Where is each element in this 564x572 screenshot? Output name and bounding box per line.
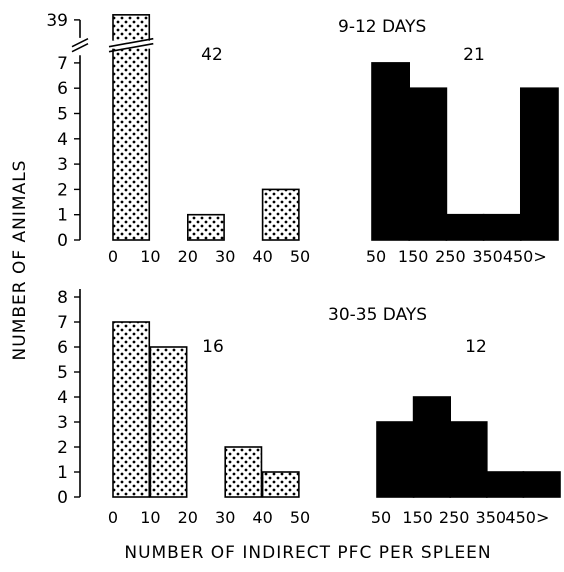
y-tick-label: 5 <box>57 105 68 125</box>
count-label: 42 <box>201 45 223 65</box>
y-tick-label: 6 <box>57 338 68 358</box>
y-axis-label: NUMBER OF ANIMALS <box>10 160 30 361</box>
y-tick-label: 4 <box>57 130 68 150</box>
y-tick-label: 3 <box>57 155 68 175</box>
y-tick-label: 4 <box>57 388 68 408</box>
x-tick-label: 30 <box>215 508 235 527</box>
x-tick-label: 150 <box>402 508 433 527</box>
bar <box>412 396 452 498</box>
x-tick-label: 0 <box>108 508 118 527</box>
axis-break-mark <box>71 42 89 53</box>
bar <box>261 188 300 241</box>
x-tick-label: 250 <box>439 508 470 527</box>
bar <box>445 213 485 241</box>
x-tick-label: 50 <box>366 247 386 266</box>
bar <box>376 421 415 498</box>
bar <box>112 14 151 241</box>
x-tick-label: 40 <box>252 508 272 527</box>
count-label: 12 <box>465 337 487 357</box>
x-tick-label: 50 <box>290 247 310 266</box>
y-tick-label: 0 <box>57 231 68 251</box>
y-tick-label: 1 <box>57 206 68 226</box>
y-tick-label: 6 <box>57 79 68 99</box>
y-tick-label: 7 <box>57 54 68 74</box>
y-tick-label: 0 <box>57 488 68 508</box>
x-tick-label: 20 <box>178 508 198 527</box>
count-label: 16 <box>202 337 224 357</box>
bar-break-mark <box>108 42 154 53</box>
x-tick-label: 50 <box>371 508 391 527</box>
bar <box>449 421 488 498</box>
x-tick-label: 150 <box>398 247 429 266</box>
y-tick-label: 39 <box>46 11 68 31</box>
y-tick-label: 8 <box>57 288 68 308</box>
y-tick-label: 3 <box>57 413 68 433</box>
bar <box>519 87 559 241</box>
bar <box>149 346 188 498</box>
bar-break-mark <box>108 37 154 48</box>
panel-top-right: 50 150 250 350 450> 21 9-12 DAYS <box>338 17 559 266</box>
y-tick-label: 1 <box>57 463 68 483</box>
panel-bottom-right: 50 150 250 350 450> 12 30-35 DAYS <box>328 305 561 527</box>
bar <box>224 446 263 498</box>
x-tick-label: 350 <box>476 508 507 527</box>
bar <box>482 213 522 241</box>
x-axis-label: NUMBER OF INDIRECT PFC PER SPLEEN <box>124 543 491 563</box>
panel-top-left: 0 1 2 3 4 5 6 7 39 0 10 20 30 40 50 42 <box>46 11 310 266</box>
bar <box>408 87 448 241</box>
x-tick-label: 40 <box>252 247 272 266</box>
bar <box>112 321 151 498</box>
x-tick-label: 0 <box>108 247 118 266</box>
bar-break-gap <box>111 40 152 49</box>
x-tick-label: 10 <box>140 247 160 266</box>
panel-bottom-left: 0 1 2 3 4 5 6 7 8 0 10 20 30 40 50 16 <box>57 288 310 527</box>
x-tick-label: 450> <box>503 247 547 266</box>
bar <box>522 471 561 498</box>
x-tick-label: 450> <box>505 508 549 527</box>
panel-title: 30-35 DAYS <box>328 305 427 325</box>
y-tick-label: 7 <box>57 313 68 333</box>
panel-title: 9-12 DAYS <box>338 17 426 37</box>
bar <box>261 471 300 498</box>
y-tick-label: 2 <box>57 180 68 200</box>
count-label: 21 <box>463 45 485 65</box>
axis-break-mark <box>71 37 89 48</box>
x-tick-label: 30 <box>215 247 235 266</box>
x-tick-label: 20 <box>178 247 198 266</box>
y-tick-label: 5 <box>57 363 68 383</box>
x-tick-label: 10 <box>140 508 160 527</box>
x-tick-label: 50 <box>290 508 310 527</box>
bar <box>187 213 225 241</box>
x-tick-label: 350 <box>472 247 503 266</box>
y-tick-label: 2 <box>57 438 68 458</box>
x-tick-label: 250 <box>435 247 466 266</box>
bar <box>371 62 411 241</box>
bar <box>485 471 525 498</box>
